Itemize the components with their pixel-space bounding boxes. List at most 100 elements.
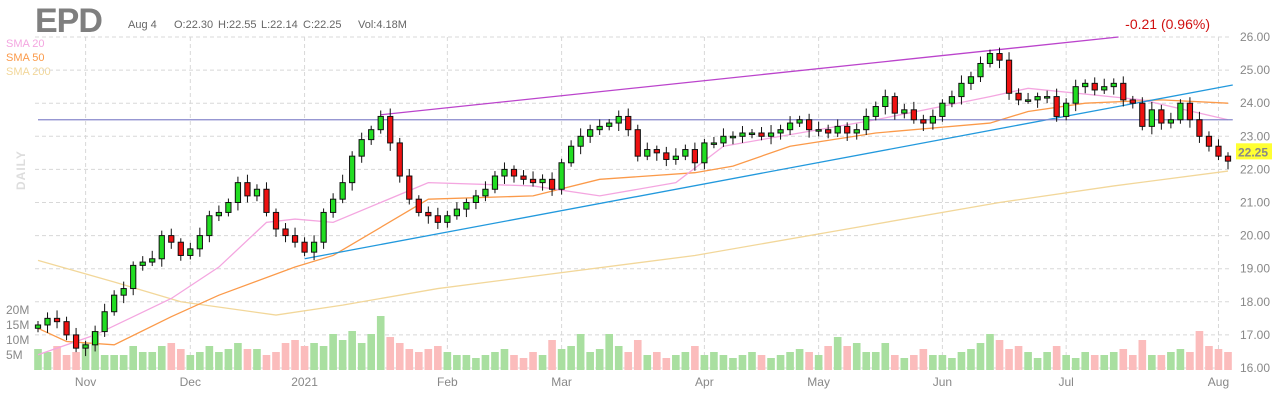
volume-tick-label: 15M bbox=[6, 318, 29, 332]
candle-body bbox=[891, 96, 898, 114]
volume-bar bbox=[1052, 346, 1061, 370]
candle-body bbox=[653, 149, 660, 154]
price-tick-label: 21.00 bbox=[1240, 196, 1270, 210]
volume-bar bbox=[805, 352, 813, 370]
candle-body bbox=[701, 142, 708, 164]
volume-bar bbox=[1157, 355, 1166, 370]
volume-bar bbox=[34, 349, 42, 370]
candle-body bbox=[225, 202, 232, 213]
candle-body bbox=[558, 162, 565, 190]
price-tick-label: 24.00 bbox=[1240, 96, 1270, 110]
volume-bar bbox=[395, 343, 404, 370]
price-tick-label: 17.00 bbox=[1240, 328, 1270, 342]
candle-body bbox=[320, 211, 327, 243]
candle-body bbox=[587, 129, 594, 137]
volume-bar bbox=[129, 346, 138, 370]
quote-open: O:22.30 bbox=[174, 19, 214, 31]
volume-bar bbox=[1176, 349, 1185, 370]
candle-body bbox=[1148, 109, 1155, 127]
date-tick-label: Jun bbox=[933, 375, 952, 389]
candle-body bbox=[568, 145, 575, 164]
candle-body bbox=[967, 76, 975, 84]
volume-bar bbox=[1071, 358, 1080, 370]
volume-bar bbox=[281, 343, 290, 370]
volume-bar bbox=[548, 340, 556, 370]
price-change: -0.21 (0.96%) bbox=[1125, 16, 1210, 32]
volume-bar bbox=[910, 355, 918, 370]
volume-bar bbox=[196, 352, 204, 370]
volume-bar bbox=[1138, 340, 1147, 370]
candle-body bbox=[482, 188, 489, 197]
candle-body bbox=[806, 119, 813, 131]
date-tick-label: Jul bbox=[1058, 375, 1073, 389]
volume-bar bbox=[624, 352, 633, 370]
candle-body bbox=[1167, 119, 1174, 124]
volume-bar bbox=[957, 352, 966, 370]
candle-body bbox=[939, 102, 946, 117]
candle-body bbox=[920, 119, 927, 124]
volume-bar bbox=[681, 352, 690, 370]
volume-bar bbox=[814, 355, 823, 370]
volume-bar bbox=[376, 316, 385, 370]
candle-body bbox=[882, 96, 889, 108]
volume-bar bbox=[1062, 355, 1070, 370]
volume-bar bbox=[614, 346, 623, 370]
price-tick-label: 23.00 bbox=[1240, 129, 1270, 143]
volume-bar bbox=[329, 334, 337, 370]
candle-body bbox=[1224, 155, 1232, 162]
volume-bar bbox=[81, 343, 90, 370]
volume-bar bbox=[786, 352, 794, 370]
volume-bar bbox=[148, 352, 157, 370]
candle-body bbox=[672, 155, 679, 160]
volume-bar bbox=[1195, 331, 1204, 370]
volume-bar bbox=[700, 355, 709, 370]
volume-bar bbox=[367, 334, 376, 370]
sma20-line bbox=[37, 87, 1229, 356]
candle-body bbox=[491, 175, 499, 190]
volume-bar bbox=[1167, 352, 1175, 370]
candle-body bbox=[1215, 145, 1222, 157]
candle-body bbox=[349, 155, 356, 184]
candle-body bbox=[948, 96, 956, 104]
candle-body bbox=[244, 182, 251, 197]
volume-bar bbox=[948, 358, 956, 370]
candle-body bbox=[92, 331, 99, 346]
candle-body bbox=[996, 53, 1003, 61]
candle-body bbox=[1186, 102, 1194, 121]
volume-bar bbox=[662, 358, 671, 370]
candle-body bbox=[111, 294, 118, 313]
volume-bar bbox=[1014, 346, 1023, 370]
volume-bar bbox=[186, 355, 195, 370]
volume-bar bbox=[919, 349, 928, 370]
quote-high: H:22.55 bbox=[218, 19, 257, 31]
volume-bar bbox=[1100, 355, 1109, 370]
candle-body bbox=[729, 135, 737, 139]
volume-bar bbox=[881, 343, 890, 370]
volume-bar bbox=[538, 355, 547, 370]
candle-body bbox=[872, 106, 879, 117]
volume-bar bbox=[710, 352, 718, 370]
candle-body bbox=[986, 53, 994, 64]
candle-body bbox=[577, 135, 584, 147]
volume-bar bbox=[633, 340, 642, 370]
volume-bar bbox=[900, 358, 909, 370]
candle-body bbox=[282, 228, 289, 237]
volume-bar bbox=[576, 334, 585, 370]
candle-body bbox=[1034, 96, 1041, 101]
upper-resistance-trendline bbox=[380, 36, 1119, 116]
volume-bar bbox=[843, 346, 852, 370]
volume-bar bbox=[510, 355, 518, 370]
volume-bar bbox=[215, 352, 223, 370]
volume-bar bbox=[767, 358, 775, 370]
candle-body bbox=[1082, 82, 1089, 88]
volume-bar bbox=[1128, 355, 1137, 370]
volume-bar bbox=[338, 340, 347, 370]
candle-body bbox=[1015, 92, 1022, 101]
candle-body bbox=[406, 175, 413, 200]
candle-body bbox=[529, 178, 537, 184]
candle-body bbox=[863, 115, 870, 131]
candle-body bbox=[44, 317, 51, 326]
volume-bar bbox=[1224, 352, 1232, 370]
volume-bar bbox=[72, 352, 80, 370]
